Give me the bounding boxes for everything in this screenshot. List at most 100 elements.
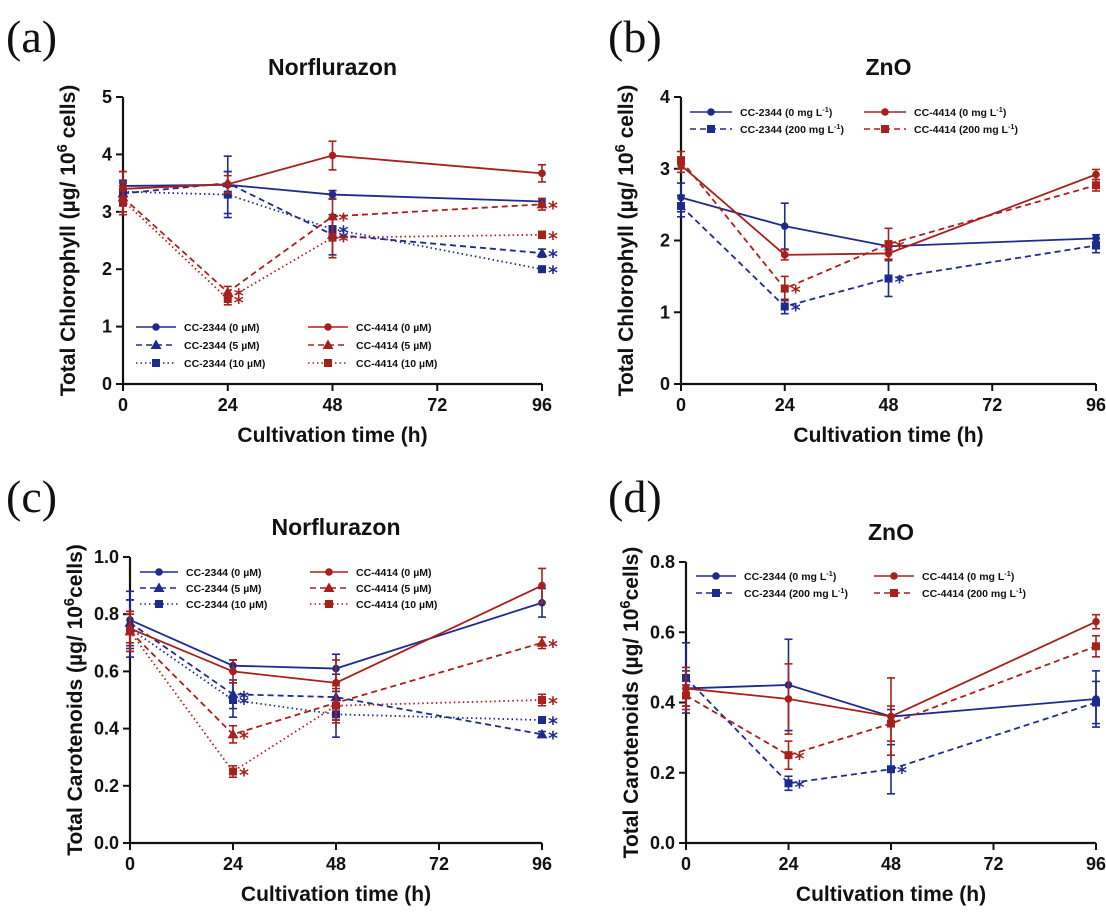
legend-marker xyxy=(890,589,898,597)
y-axis-title: Total Carotenoids (µg/ 106cells) xyxy=(618,547,643,859)
x-tick-label: 96 xyxy=(1086,854,1106,874)
legend-label: CC-4414 (5 µM) xyxy=(356,340,431,352)
significance-star: * xyxy=(548,713,558,735)
y-tick-label: 0.2 xyxy=(94,776,119,796)
chart-panel-d: (d) ZnO 0.0 0.2 0.4 0.6 0.8 0 24 48 72 96 Cultivatio… xyxy=(608,471,1106,906)
significance-star: * xyxy=(548,228,558,250)
legend-label: CC-2344 (0 µM) xyxy=(184,322,259,334)
series-4: ** xyxy=(677,150,1100,304)
legend-marker xyxy=(152,359,160,367)
significance-star: * xyxy=(795,776,805,798)
x-tick-label: 72 xyxy=(427,395,447,415)
x-tick-label: 0 xyxy=(681,854,691,874)
significance-star: * xyxy=(239,693,249,715)
significance-star: * xyxy=(234,292,244,314)
y-axis-title: Total Chlorophyll (µg/ 106 cells) xyxy=(55,85,80,397)
data-point xyxy=(536,728,548,739)
legend: CC-2344 (0 µM) CC-2344 (5 µM) CC-2344 (10 … xyxy=(140,567,437,611)
x-tick-label: 0 xyxy=(676,395,686,415)
x-tick-label: 96 xyxy=(1086,395,1106,415)
data-point xyxy=(887,765,895,774)
legend-marker xyxy=(325,600,333,608)
y-tick-label: 3 xyxy=(660,159,670,179)
data-point xyxy=(677,156,685,165)
series-line xyxy=(129,630,543,736)
x-axis-title: Cultivation time (h) xyxy=(796,883,986,906)
y-tick-label: 2 xyxy=(102,259,112,279)
legend-label: CC-4414 (5 µM) xyxy=(356,583,431,595)
significance-star: * xyxy=(339,222,349,244)
legend-marker xyxy=(712,572,720,580)
y-tick-label: 1 xyxy=(660,302,670,322)
data-point xyxy=(1092,642,1100,651)
chart-panel-b: (b) ZnO 0 1 2 3 4 0 24 48 72 96 Cultivation time (h)… xyxy=(608,11,1106,447)
data-point xyxy=(1092,170,1100,179)
x-tick-label: 0 xyxy=(125,854,135,874)
legend-marker xyxy=(324,359,332,367)
legend-marker xyxy=(890,572,898,580)
y-tick-label: 4 xyxy=(102,144,112,164)
legend-label: CC-2344 (10 µM) xyxy=(184,358,265,370)
data-point xyxy=(887,719,895,728)
y-tick-label: 0.4 xyxy=(94,719,119,739)
series-line xyxy=(129,601,543,670)
y-tick-label: 0.0 xyxy=(650,833,675,853)
significance-star: * xyxy=(897,762,907,784)
significance-star: * xyxy=(895,272,905,294)
significance-star: * xyxy=(548,636,558,658)
data-point xyxy=(119,196,127,205)
significance-star: * xyxy=(548,197,558,219)
series-line xyxy=(129,622,543,736)
legend-label: CC-4414 (10 µM) xyxy=(356,599,437,611)
legend-marker xyxy=(152,323,160,331)
data-point xyxy=(682,691,690,700)
data-point xyxy=(1092,181,1100,190)
legend-marker xyxy=(707,108,715,116)
legend-label: CC-2344 (0 mg L-1) xyxy=(740,105,832,120)
y-axis-title: Total Chlorophyll (µg/ 106 cells) xyxy=(613,85,638,397)
y-tick-label: 0 xyxy=(660,374,670,394)
series-3: ** xyxy=(126,599,558,738)
y-tick-label: 3 xyxy=(102,202,112,222)
series-3 xyxy=(682,613,1100,756)
data-point xyxy=(538,230,546,239)
significance-star: * xyxy=(339,209,349,231)
x-tick-label: 48 xyxy=(878,395,898,415)
series-line xyxy=(680,164,1097,256)
legend-label: CC-4414 (0 mg L-1) xyxy=(914,105,1006,120)
legend-marker xyxy=(324,323,332,331)
data-point xyxy=(223,295,232,304)
data-point xyxy=(538,169,546,178)
legend-label: CC-4414 (0 mg L-1) xyxy=(922,569,1014,584)
chart-title: ZnO xyxy=(868,519,914,545)
y-tick-label: 0.0 xyxy=(94,833,119,853)
legend-label: CC-4414 (200 mg L-1) xyxy=(914,122,1018,137)
panel-letter: (b) xyxy=(608,11,662,62)
y-tick-label: 0.8 xyxy=(650,552,675,572)
data-point xyxy=(536,247,548,258)
y-tick-label: 0.6 xyxy=(650,622,675,642)
legend-label: CC-2344 (200 mg L-1) xyxy=(740,122,844,137)
series-line xyxy=(685,645,1097,757)
data-point xyxy=(229,767,237,776)
series-line xyxy=(129,630,543,773)
data-point xyxy=(1092,698,1100,707)
series-6: ** * xyxy=(119,185,558,314)
series-line xyxy=(680,196,1097,248)
legend-label: CC-2344 (5 µM) xyxy=(184,340,259,352)
significance-star: * xyxy=(548,727,558,749)
y-tick-label: 0 xyxy=(102,374,112,394)
data-point xyxy=(884,240,893,249)
legend: CC-2344 (0 mg L-1) CC-2344 (200 mg L-1) CC… xyxy=(696,569,1026,600)
y-tick-label: 4 xyxy=(660,87,670,107)
data-point xyxy=(1092,617,1100,626)
data-point xyxy=(780,222,789,230)
legend-marker xyxy=(712,589,720,597)
series-line xyxy=(129,584,543,684)
series-line xyxy=(122,199,543,301)
panel-letter: (a) xyxy=(6,11,57,62)
legend-label: CC-4414 (0 µM) xyxy=(356,322,431,334)
significance-star: * xyxy=(339,231,349,253)
panel-letter: (d) xyxy=(608,471,662,522)
